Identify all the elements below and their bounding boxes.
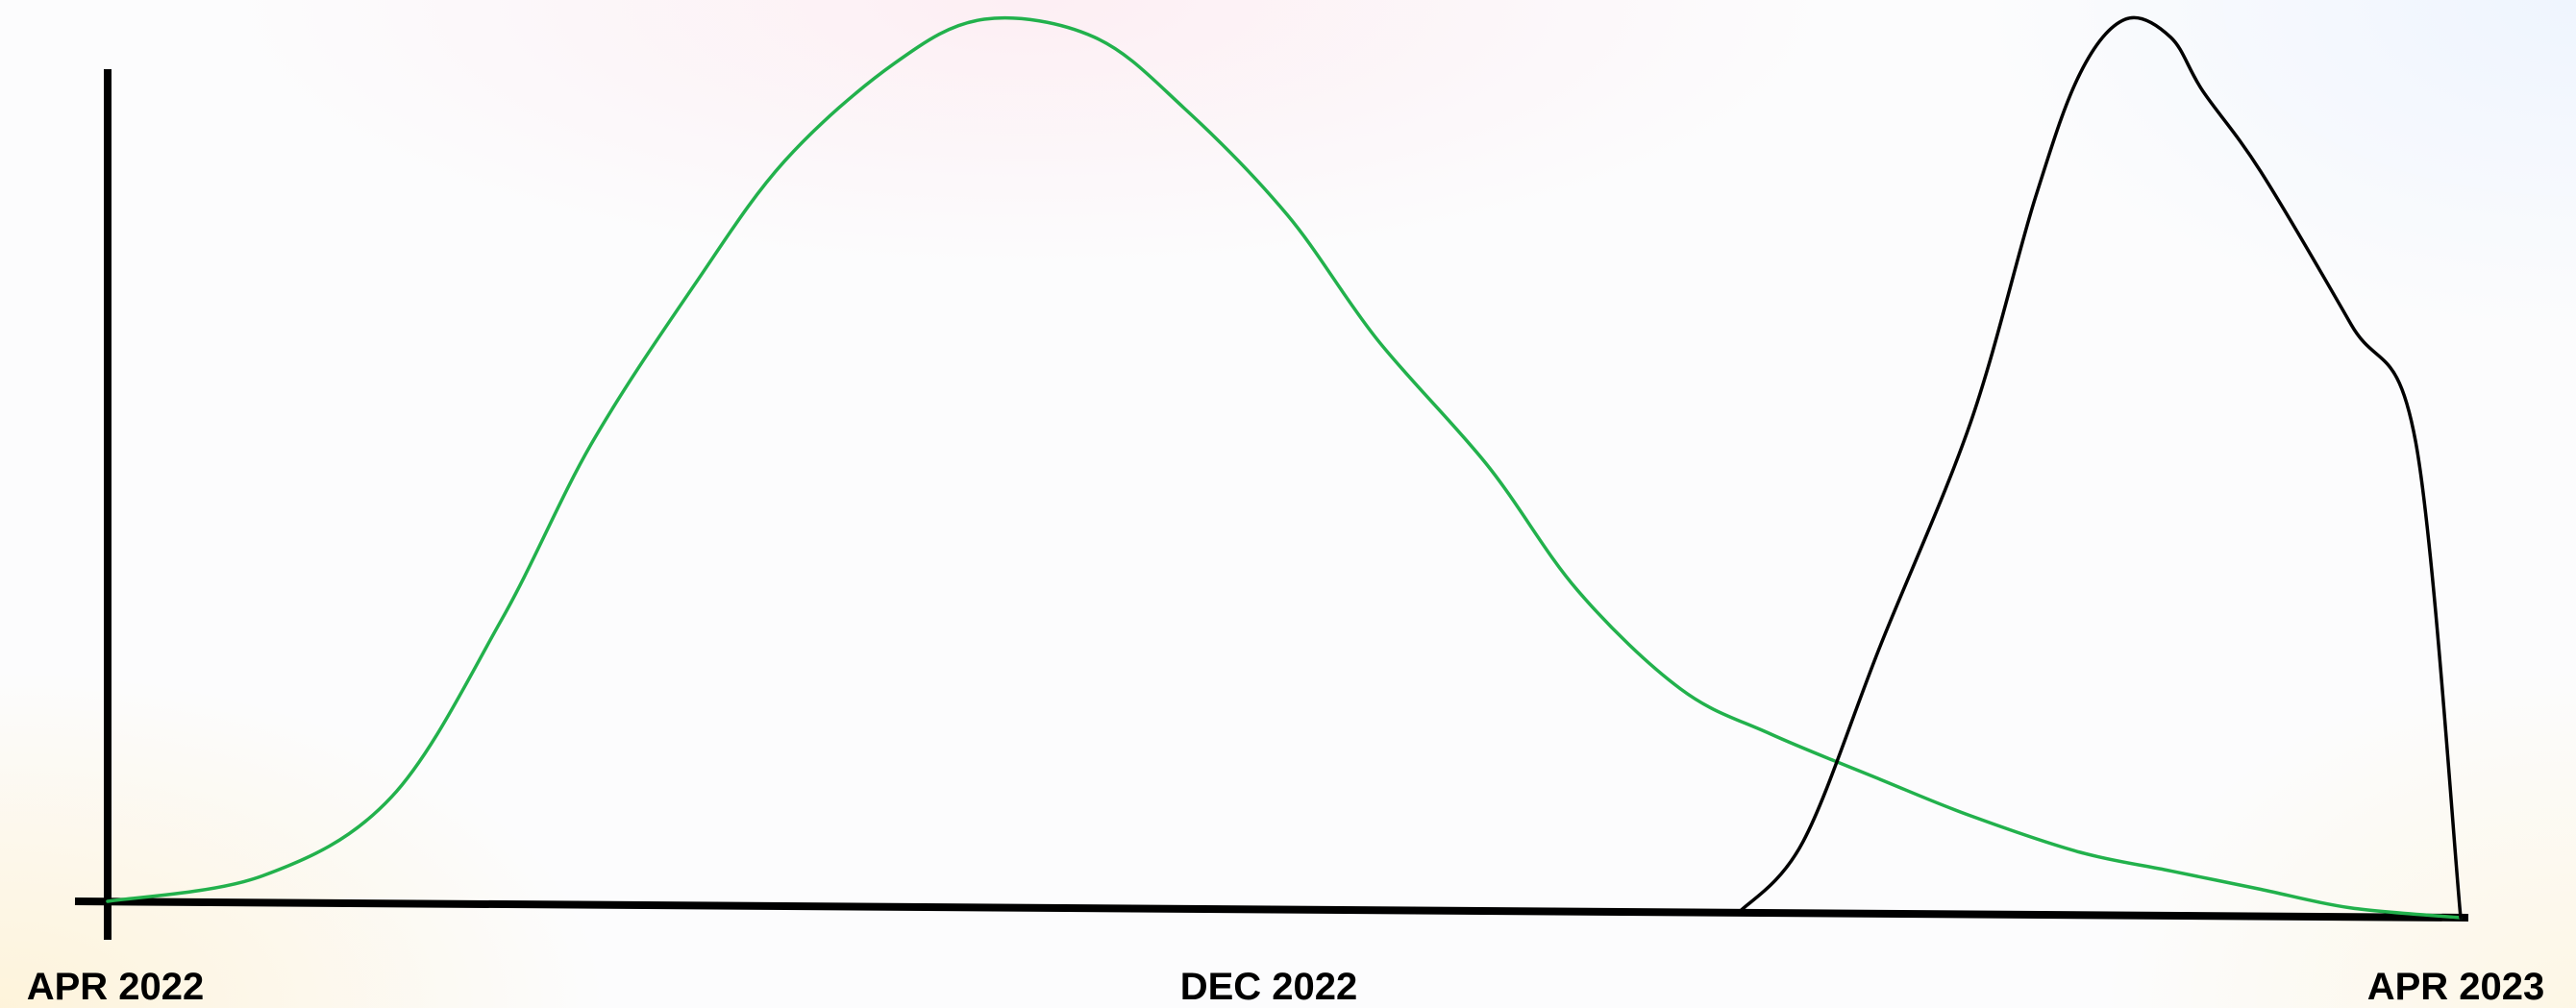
- x-tick-label-end: APR 2023: [2367, 966, 2545, 1008]
- series-line-2: [1737, 15, 2463, 920]
- x-axis: [74, 897, 2469, 922]
- series-line-1: [106, 15, 2463, 920]
- x-tick-label-start: APR 2022: [27, 966, 205, 1008]
- series-layer: [106, 15, 2463, 920]
- x-tick-label-mid: DEC 2022: [1180, 966, 1358, 1008]
